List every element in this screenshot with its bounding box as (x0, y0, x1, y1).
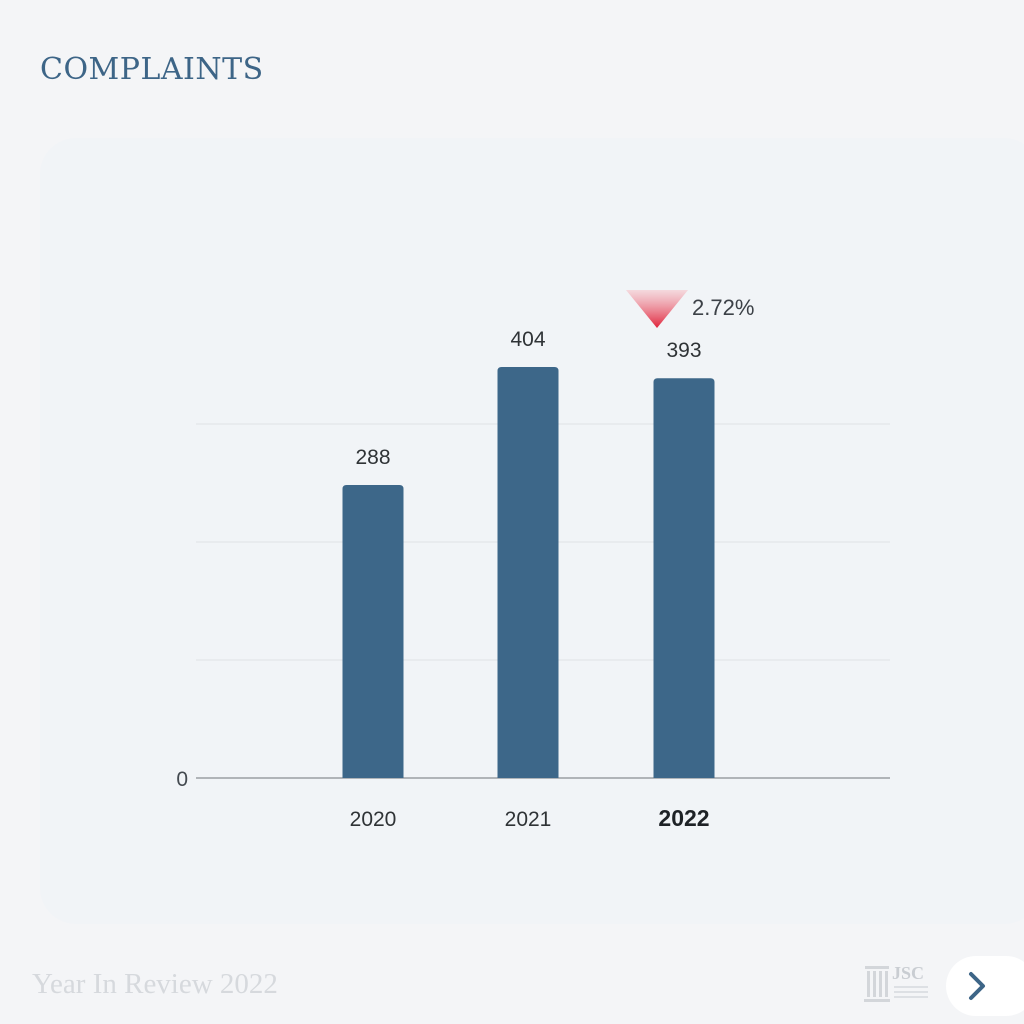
jsc-logo: JSC (864, 962, 936, 1006)
value-label-2021: 404 (510, 328, 545, 351)
value-label-2020: 288 (355, 446, 390, 469)
page-title: COMPLAINTS (40, 52, 264, 87)
pillar-icon (864, 966, 890, 1002)
category-label-2020: 2020 (350, 808, 397, 831)
change-percentage-label: 2.72% (692, 295, 754, 320)
category-label-2022: 2022 (658, 805, 709, 831)
logo-text: JSC (892, 963, 925, 983)
chevron-right-icon (969, 972, 985, 1000)
category-label-2021: 2021 (505, 808, 552, 831)
next-button[interactable] (946, 956, 1024, 1016)
logo-subtext-lines (894, 986, 928, 1001)
bar-2020 (342, 485, 404, 778)
y-tick-label: 0 (176, 768, 188, 791)
value-label-2022: 393 (666, 339, 701, 362)
bar-2022 (653, 378, 715, 778)
footer-text: Year In Review 2022 (32, 968, 278, 1000)
bar-2021 (497, 367, 559, 778)
triangle-down-icon (626, 290, 688, 328)
